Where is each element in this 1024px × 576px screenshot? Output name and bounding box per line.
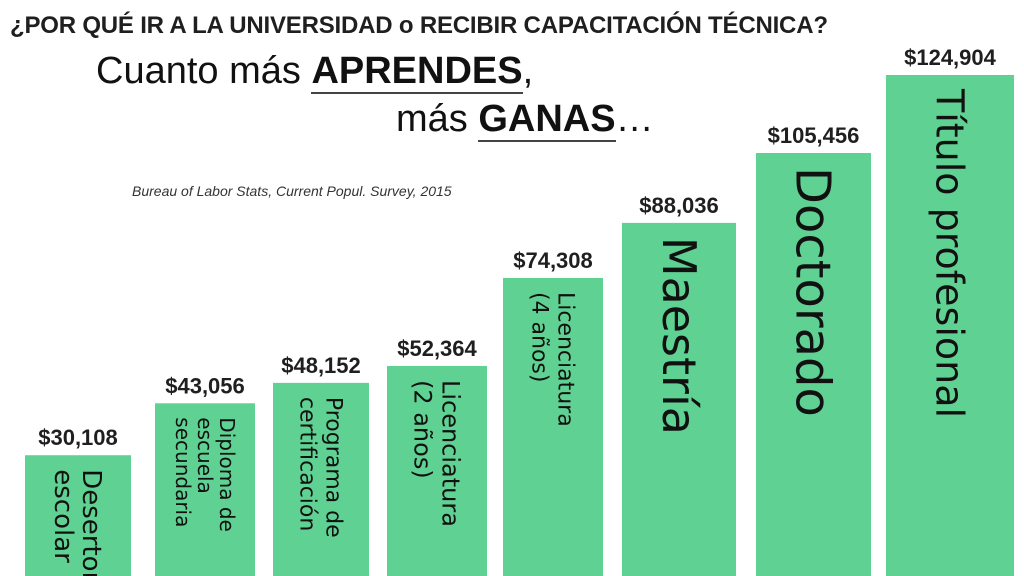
bar-5 (503, 277, 603, 576)
subtitle-line-2-prefix: más (396, 98, 479, 140)
svg-text:Título profesional: Título profesional (928, 88, 972, 418)
category-label-2: Diploma deescuelasecundaria (171, 417, 239, 532)
slide-title: ¿POR QUÉ IR A LA UNIVERSIDAD o RECIBIR C… (10, 12, 828, 39)
value-label-3: $48,152 (281, 353, 361, 378)
value-label-6: $88,036 (639, 193, 719, 218)
value-label-5: $74,308 (513, 248, 593, 273)
subtitle-line-1-prefix: Cuanto más (96, 50, 312, 92)
bar-6 (622, 222, 736, 576)
category-label-6: Maestría (652, 237, 706, 435)
category-label-8: Título profesional (928, 88, 972, 418)
value-label-8: $124,904 (904, 45, 997, 70)
svg-text:Desertorescolar: Desertorescolar (48, 469, 106, 576)
value-label-7: $105,456 (768, 123, 860, 148)
svg-text:Programa decertificación: Programa decertificación (294, 397, 345, 538)
svg-text:Licenciatura(2 años): Licenciatura(2 años) (409, 380, 465, 527)
subtitle-aprendes: APRENDES (311, 50, 523, 94)
subtitle-line-1: Cuanto más APRENDES, (96, 50, 534, 94)
category-label-4: Licenciatura(2 años) (409, 380, 465, 527)
category-label-5: Licenciatura(4 años) (526, 292, 577, 427)
bar-2 (155, 403, 255, 576)
bar-7 (756, 153, 871, 576)
svg-text:Diploma deescuelasecundaria: Diploma deescuelasecundaria (171, 417, 239, 532)
value-label-2: $43,056 (165, 373, 245, 398)
category-label-7: Doctorado (785, 167, 841, 417)
subtitle-line-2-suffix: … (615, 98, 654, 140)
svg-text:Licenciatura(4 años): Licenciatura(4 años) (526, 292, 577, 427)
category-label-1: Desertorescolar (48, 469, 106, 576)
value-label-4: $52,364 (397, 336, 477, 361)
svg-text:Maestría: Maestría (652, 237, 706, 435)
bar-3 (273, 382, 369, 576)
category-label-3: Programa decertificación (294, 397, 345, 538)
subtitle-line-2: más GANAS… (396, 98, 654, 142)
bar-4 (387, 365, 487, 576)
value-label-1: $30,108 (38, 425, 118, 450)
svg-text:Doctorado: Doctorado (785, 167, 841, 417)
subtitle-line-1-suffix: , (522, 50, 534, 92)
source-citation: Bureau of Labor Stats, Current Popul. Su… (132, 183, 452, 199)
bar-8 (886, 75, 1014, 576)
subtitle-ganas: GANAS (478, 98, 616, 142)
bar-1 (25, 455, 131, 576)
